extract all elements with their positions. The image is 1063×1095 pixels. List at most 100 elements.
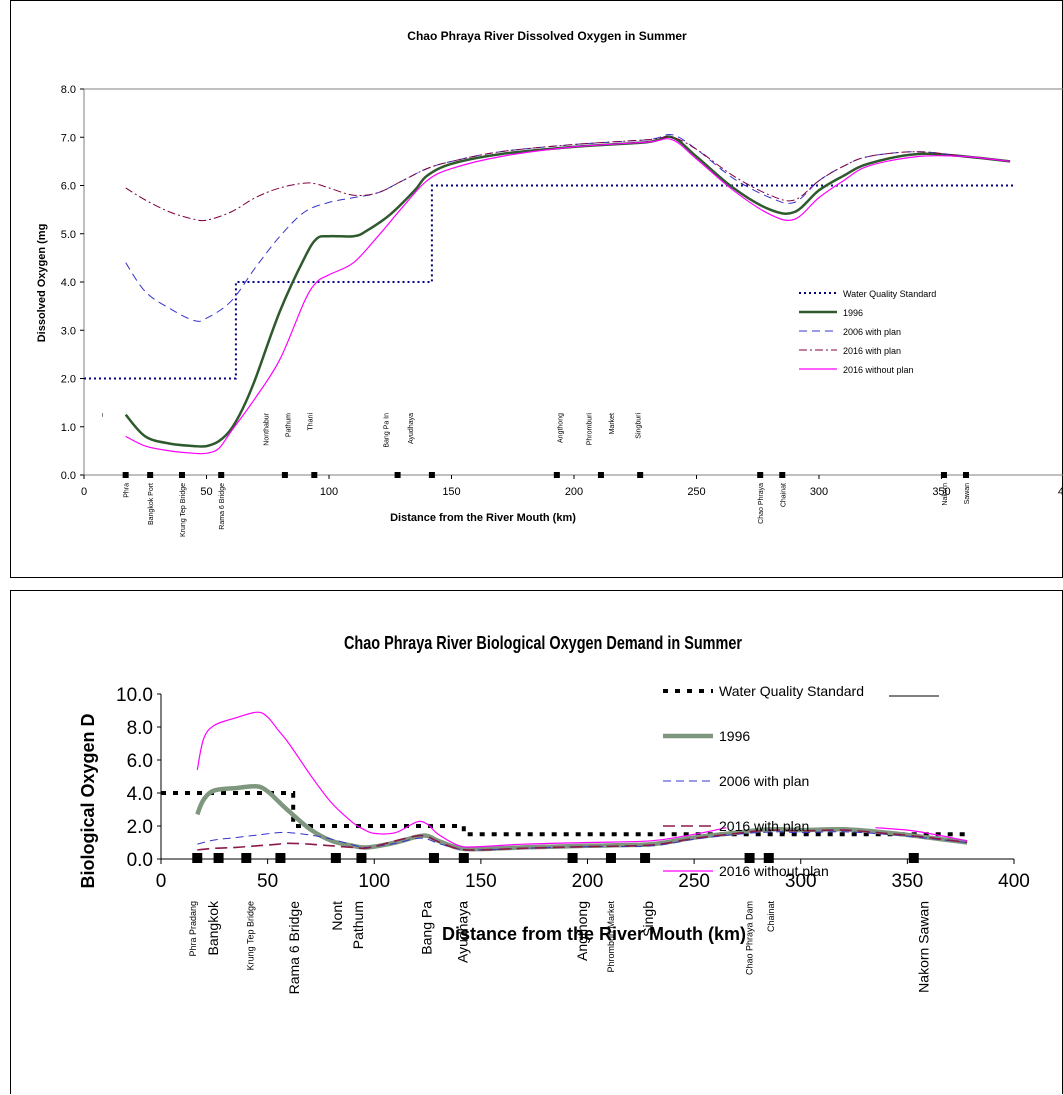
station-marker (553, 472, 560, 478)
station-marker (147, 472, 154, 478)
legend-label: 1996 (719, 728, 750, 744)
legend-label: Water Quality Standard (719, 683, 864, 699)
station-label: Bangkok Port (148, 483, 155, 525)
series-2016-without-plan-tail (875, 827, 968, 842)
station-label: Sawan (964, 483, 971, 505)
station-marker (779, 472, 786, 478)
station-label-upper: Nonthabur (263, 412, 270, 445)
x-tick-label: 250 (687, 486, 705, 498)
x-tick-label: 100 (358, 871, 390, 892)
x-tick-label: 200 (572, 871, 604, 892)
y-tick-label: 5.0 (61, 229, 76, 241)
station-label: Chainat (766, 901, 776, 933)
station-label-upper: Thani (307, 413, 314, 431)
station-marker (241, 853, 252, 863)
series-2016-with-plan (125, 136, 1011, 222)
station-label: Nakorn Sawan (915, 901, 931, 993)
station-label-upper: Phromburi (587, 413, 594, 446)
station-label-upper: Bang Pa In (383, 413, 390, 448)
x-tick-label: 300 (810, 486, 828, 498)
station-marker (744, 853, 755, 863)
y-tick-label: 3.0 (61, 325, 76, 337)
x-tick-label: 50 (200, 486, 212, 498)
y-tick-label: 1.0 (61, 422, 76, 434)
station-label: Phra (124, 483, 131, 498)
y-tick-label: 2.0 (127, 817, 153, 838)
station-marker (757, 472, 764, 478)
x-tick-label: 100 (320, 486, 338, 498)
y-tick-label: 4.0 (127, 784, 153, 805)
station-marker (637, 472, 644, 478)
legend-label: 2016 without plan (719, 863, 829, 879)
station-label-upper: – (99, 413, 106, 417)
do-chart-svg: Chao Phraya River Dissolved Oxygen in Su… (36, 29, 1063, 537)
station-label-upper: Ayudhaya (408, 413, 415, 444)
station-label: Angthong (574, 901, 590, 961)
station-marker (179, 472, 185, 478)
station-label: Phromburi Market (606, 901, 616, 973)
station-marker (213, 853, 224, 863)
y-tick-label: 0.0 (127, 850, 153, 871)
x-tick-label: 250 (678, 871, 710, 892)
station-label: Singb (640, 901, 656, 937)
y-axis-label: Biological Oxygen D (78, 713, 98, 888)
station-label: Rama 6 Bridge (286, 901, 302, 995)
station-label: Bangkok (205, 900, 221, 955)
legend-label: 2016 without plan (843, 365, 914, 375)
legend-label: 1996 (843, 308, 863, 318)
x-tick-label: 40 (1058, 486, 1063, 498)
series-2016-with-plan (197, 829, 968, 851)
legend-label: 2016 with plan (843, 346, 901, 356)
station-marker (281, 472, 288, 478)
station-marker (605, 853, 616, 863)
legend-label: 2006 with plan (843, 327, 901, 337)
station-marker (218, 472, 225, 478)
station-label: Rama 6 Bridge (219, 483, 226, 530)
station-label: Krung Tep Bridge (180, 483, 187, 537)
y-tick-label: 2.0 (61, 374, 76, 386)
y-tick-label: 7.0 (61, 132, 76, 144)
x-tick-label: 0 (81, 486, 87, 498)
station-label: Chao Phraya Dam (745, 901, 755, 975)
y-tick-label: 4.0 (61, 277, 76, 289)
x-tick-label: 200 (565, 486, 583, 498)
station-marker (330, 853, 341, 863)
y-tick-label: 0.0 (61, 470, 76, 482)
station-label-upper: Pathum (285, 413, 292, 437)
station-marker (428, 472, 435, 478)
chart-title: Chao Phraya River Dissolved Oxygen in Su… (407, 29, 687, 43)
station-label: Chao Phraya (758, 483, 765, 524)
station-marker (428, 853, 439, 863)
x-tick-label: 150 (465, 871, 497, 892)
station-label: Krung Tep Bridge (246, 901, 256, 970)
x-axis-label: Distance from the River Mouth (km) (442, 924, 746, 944)
station-marker (908, 853, 919, 863)
station-marker (192, 853, 203, 863)
station-label: Ayudhaya (455, 901, 471, 963)
x-axis-label: Distance from the River Mouth (km) (390, 512, 576, 524)
station-marker (640, 853, 651, 863)
series-2016-without-plan (125, 138, 1011, 455)
station-marker (275, 853, 286, 863)
legend-label: 2016 with plan (719, 818, 809, 834)
x-tick-label: 400 (998, 871, 1030, 892)
x-tick-label: 50 (257, 871, 278, 892)
series-2006-with-plan (197, 831, 968, 851)
station-marker (458, 853, 469, 863)
station-label-upper: Market (609, 413, 616, 434)
station-label-upper: Singburi (636, 413, 643, 439)
bod-chart-svg: Chao Phraya River Biological Oxygen Dema… (78, 633, 1030, 995)
station-label-upper: Angthong (557, 413, 564, 443)
y-tick-label: 8.0 (127, 718, 153, 739)
series-2016-without-plan (196, 711, 727, 848)
chart-title: Chao Phraya River Biological Oxygen Dema… (344, 633, 742, 653)
y-axis-label: Dissolved Oxygen (mg (36, 224, 48, 343)
x-tick-label: 0 (156, 871, 167, 892)
y-tick-label: 10.0 (116, 685, 153, 706)
series-1996 (195, 784, 968, 852)
x-tick-label: 150 (442, 486, 460, 498)
station-label: Nont (329, 901, 345, 931)
y-tick-label: 6.0 (61, 181, 76, 193)
station-marker (963, 472, 969, 478)
station-marker (311, 472, 318, 478)
